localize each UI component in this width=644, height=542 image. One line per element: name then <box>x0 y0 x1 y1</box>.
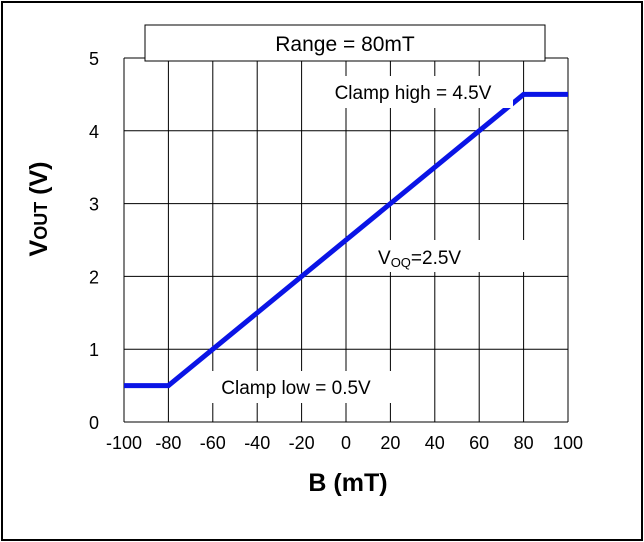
y-tick-labels: 0 1 2 3 4 5 <box>89 49 99 433</box>
y-tick-label: 5 <box>89 49 99 69</box>
clamp-low-annotation: Clamp low = 0.5V <box>221 378 371 399</box>
x-tick-label: -100 <box>106 433 142 453</box>
voq-label-bg <box>371 240 546 272</box>
range-annotation-box <box>144 24 546 62</box>
voq-annotation: VOQ=2.5V <box>378 248 461 270</box>
x-tick-label: -60 <box>200 433 226 453</box>
voq-main: V <box>378 248 391 269</box>
x-tick-label: 80 <box>514 433 534 453</box>
y-tick-label: 4 <box>89 122 99 142</box>
y-axis-label: VOUT (V) <box>25 162 53 257</box>
y-tick-label: 0 <box>89 413 99 433</box>
x-tick-labels: -100 -80 -60 -40 -20 0 20 40 60 80 100 <box>106 433 583 453</box>
y-axis-label-sub: OUT <box>31 202 51 240</box>
y-axis-label-unit: (V) <box>25 162 53 202</box>
series-line <box>124 91 568 389</box>
clamp-low-label-bg <box>196 371 396 403</box>
x-tick-label: 100 <box>553 433 583 453</box>
x-tick-label: -20 <box>289 433 315 453</box>
range-annotation: Range = 80mT <box>275 33 415 56</box>
x-tick-label: 0 <box>341 433 351 453</box>
x-axis-label: B (mT) <box>308 469 387 497</box>
voq-rest: =2.5V <box>411 248 462 269</box>
y-tick-label: 1 <box>89 340 99 360</box>
series-layer <box>124 91 568 389</box>
y-tick-label: 2 <box>89 267 99 287</box>
x-tick-label: 20 <box>380 433 400 453</box>
x-tick-label: -40 <box>244 433 270 453</box>
x-tick-label: 40 <box>425 433 445 453</box>
voq-sub: OQ <box>391 255 411 270</box>
clamp-high-annotation: Clamp high = 4.5V <box>335 83 492 104</box>
y-tick-label: 3 <box>89 195 99 215</box>
x-tick-label: -80 <box>155 433 181 453</box>
clamp-high-label-bg <box>313 76 513 108</box>
x-tick-label: 60 <box>469 433 489 453</box>
y-axis-label-main: V <box>25 239 53 256</box>
